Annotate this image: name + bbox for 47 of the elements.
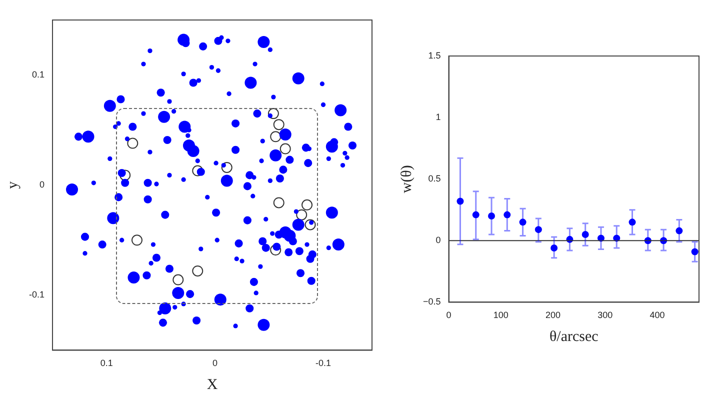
point [628, 218, 636, 226]
point [192, 165, 204, 176]
point [519, 218, 526, 226]
point [504, 211, 511, 218]
point [268, 108, 279, 120]
x-tick-label: 400 [650, 310, 665, 320]
point [302, 199, 313, 210]
y-tick-label: -0.1 [28, 290, 45, 300]
point [534, 226, 542, 234]
point [550, 244, 558, 252]
x-axis-title: X [206, 376, 218, 393]
point [304, 219, 316, 230]
point [131, 234, 142, 246]
point [270, 131, 282, 142]
y-axis-title: y [4, 180, 21, 189]
y-tick-label: 0.5 [428, 174, 441, 184]
point [582, 230, 589, 238]
point [273, 197, 284, 208]
x-tick-label: 0 [212, 358, 218, 368]
y-tick-label: 0 [39, 180, 45, 190]
point [472, 211, 480, 218]
x-tick-label: 0 [446, 310, 452, 320]
point [280, 143, 291, 154]
x-tick-label: -0.1 [316, 358, 332, 368]
x-tick-label: 100 [493, 310, 508, 320]
y-tick-label: 1.5 [428, 50, 441, 60]
point [270, 244, 282, 256]
x-tick-label: 300 [598, 310, 613, 320]
x-tick-label: 200 [546, 310, 561, 320]
y-tick-label: 1 [436, 112, 441, 122]
point [120, 170, 131, 181]
point [296, 209, 308, 220]
point [456, 198, 464, 205]
y-tick-label: 0.1 [32, 70, 45, 80]
x-tick-label: 0.1 [100, 358, 113, 368]
y-tick-label: −0.5 [422, 296, 441, 307]
point [676, 227, 683, 234]
point [221, 162, 232, 173]
point [273, 119, 284, 130]
point [172, 274, 184, 286]
point [488, 212, 496, 220]
x-axis-title: θ/arcsec [549, 328, 599, 345]
point [127, 138, 138, 149]
point [691, 248, 698, 256]
y-tick-label: 0 [436, 235, 441, 246]
y-axis-title: w(θ) [398, 165, 415, 194]
point [192, 265, 204, 276]
